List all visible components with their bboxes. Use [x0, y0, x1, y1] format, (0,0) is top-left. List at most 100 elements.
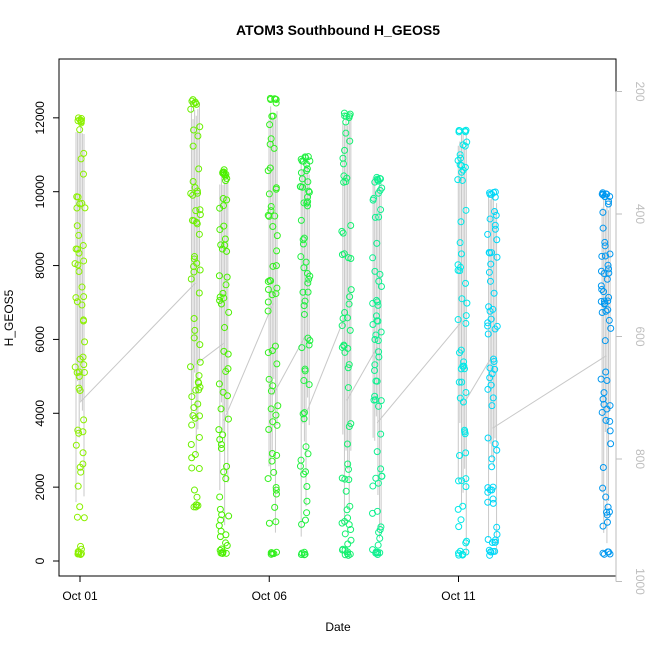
data-point — [489, 547, 497, 555]
data-point — [371, 213, 379, 221]
data-point — [455, 477, 463, 485]
data-point — [344, 514, 352, 522]
data-point — [80, 416, 88, 424]
data-point — [73, 222, 81, 230]
data-point — [487, 260, 495, 268]
data-point — [190, 404, 198, 412]
data-point — [265, 190, 273, 198]
data-point — [80, 149, 88, 157]
data-point — [304, 450, 312, 458]
data-point — [305, 341, 313, 349]
data-point — [375, 348, 383, 356]
data-point — [377, 206, 385, 214]
data-point — [607, 324, 615, 332]
data-point — [602, 368, 610, 376]
data-point — [461, 142, 469, 150]
data-point — [456, 239, 464, 247]
data-point — [77, 115, 85, 123]
data-point — [304, 198, 312, 206]
data-point — [270, 468, 278, 476]
data-point — [273, 247, 281, 255]
x-tick-label: Oct 11 — [441, 589, 476, 603]
data-point — [273, 360, 281, 368]
data-point — [221, 235, 229, 243]
data-point — [493, 253, 501, 261]
data-point — [302, 258, 310, 266]
data-point — [73, 513, 81, 521]
data-point — [300, 302, 308, 310]
data-point — [271, 503, 279, 511]
data-point — [219, 195, 227, 203]
data-point — [299, 183, 307, 191]
data-point — [456, 151, 464, 159]
data-point — [343, 440, 351, 448]
data-point — [487, 315, 495, 323]
data-point — [346, 293, 354, 301]
data-point — [78, 301, 86, 309]
data-point — [196, 123, 204, 131]
data-point — [342, 112, 350, 120]
data-point — [606, 550, 614, 558]
data-point — [462, 449, 470, 457]
data-point — [192, 207, 200, 215]
data-point — [344, 460, 352, 468]
data-point — [271, 95, 279, 103]
data-point — [76, 126, 84, 134]
data-point — [457, 516, 465, 524]
data-point — [375, 277, 383, 285]
data-point — [74, 482, 82, 490]
data-point — [461, 426, 469, 434]
data-point — [79, 353, 87, 361]
data-point — [459, 551, 467, 559]
data-point — [225, 512, 233, 520]
data-point — [602, 416, 610, 424]
data-point — [598, 190, 606, 198]
data-point — [265, 519, 273, 527]
data-point — [462, 475, 470, 483]
data-point — [195, 386, 203, 394]
data-point — [272, 490, 280, 498]
data-point — [269, 112, 277, 120]
data-point — [491, 365, 499, 373]
data-point — [265, 375, 273, 383]
data-point — [193, 218, 201, 226]
flight-track-segment — [195, 342, 225, 366]
data-point — [605, 198, 613, 206]
data-point — [80, 368, 88, 376]
data-point — [298, 344, 306, 352]
data-point — [189, 177, 197, 185]
data-point — [190, 334, 198, 342]
data-point — [369, 254, 377, 262]
data-point — [301, 367, 309, 375]
data-point — [217, 300, 225, 308]
data-point — [299, 236, 307, 244]
data-point — [599, 395, 607, 403]
data-point — [190, 503, 198, 511]
data-point — [75, 267, 83, 275]
data-point — [599, 224, 607, 232]
data-point — [305, 188, 313, 196]
data-point — [264, 277, 272, 285]
right-tick-label: 400 — [633, 204, 647, 224]
data-point — [486, 364, 494, 372]
data-point — [489, 305, 497, 313]
data-point — [605, 269, 613, 277]
data-point — [378, 472, 386, 480]
data-point — [601, 242, 609, 250]
data-point — [599, 208, 607, 216]
data-point — [195, 289, 203, 297]
data-point — [605, 316, 613, 324]
data-point — [484, 230, 492, 238]
data-point — [377, 175, 385, 183]
right-axis: 200 400 600 800 1000 — [615, 81, 647, 595]
data-point — [369, 196, 377, 204]
flight-track-segment — [223, 303, 274, 421]
data-point — [216, 297, 224, 305]
data-point — [454, 157, 462, 165]
data-point — [273, 232, 281, 240]
data-point — [484, 488, 492, 496]
data-point — [605, 293, 613, 301]
data-point — [216, 204, 224, 212]
data-point — [196, 412, 204, 420]
data-point — [270, 144, 278, 152]
